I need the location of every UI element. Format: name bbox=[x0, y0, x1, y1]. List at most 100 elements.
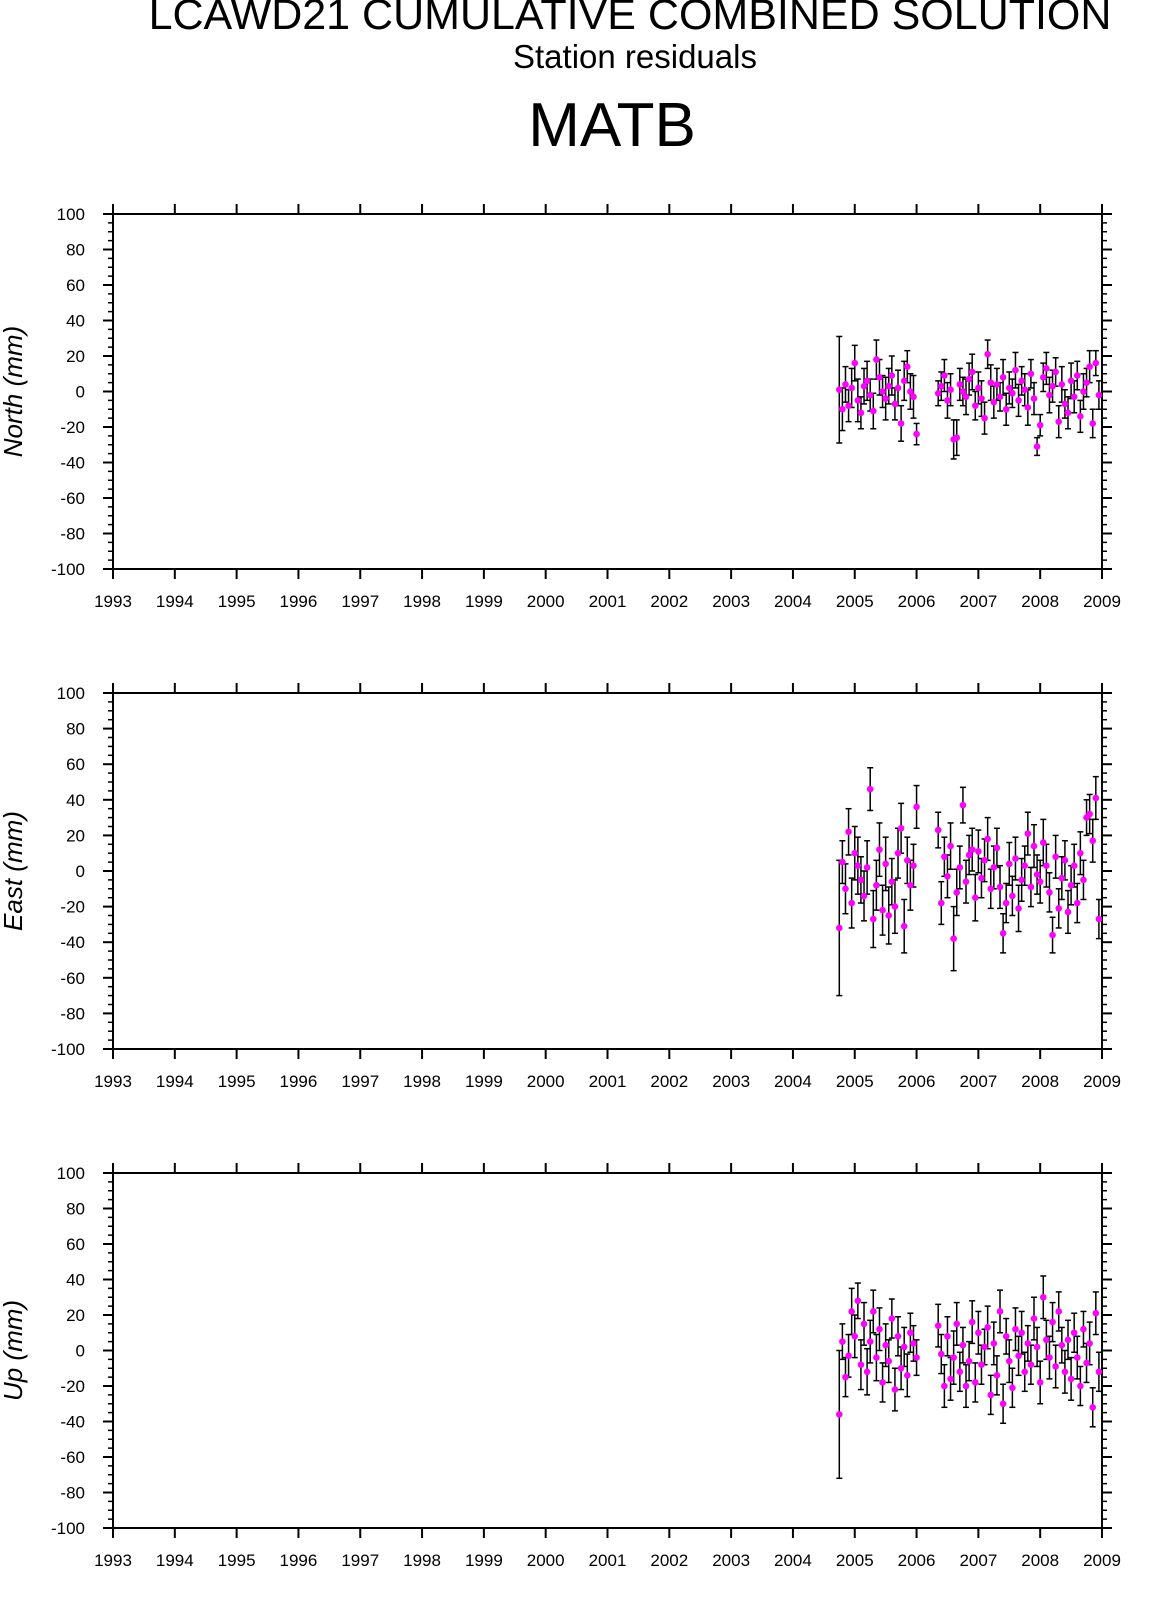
data-point bbox=[876, 374, 883, 381]
data-point bbox=[1089, 420, 1097, 427]
data-point bbox=[1073, 372, 1081, 379]
y-tick-label: 60 bbox=[66, 1235, 85, 1254]
data-point bbox=[913, 803, 920, 811]
data-point bbox=[857, 1361, 865, 1368]
data-point bbox=[1021, 862, 1029, 869]
x-tick-label: 1995 bbox=[218, 1072, 256, 1091]
data-point bbox=[1030, 842, 1038, 850]
x-tick-label: 2005 bbox=[836, 592, 874, 611]
data-point bbox=[854, 397, 862, 404]
data-point bbox=[1089, 837, 1097, 845]
data-point bbox=[1046, 391, 1053, 399]
data-point bbox=[1030, 1315, 1038, 1322]
data-point bbox=[1073, 1354, 1081, 1361]
data-point bbox=[1092, 359, 1100, 367]
data-point bbox=[934, 389, 942, 397]
data-point bbox=[1012, 1325, 1019, 1333]
x-tick-label: 2000 bbox=[527, 592, 565, 611]
data-point bbox=[1043, 1336, 1050, 1344]
plot-frame bbox=[112, 213, 1103, 570]
data-point bbox=[866, 785, 874, 793]
data-point bbox=[888, 372, 896, 379]
x-tick-label: 2007 bbox=[959, 1551, 997, 1570]
data-point bbox=[1002, 899, 1010, 907]
data-point bbox=[941, 853, 948, 861]
y-tick-label: -60 bbox=[60, 969, 85, 988]
x-tick-label: 2006 bbox=[898, 1072, 936, 1091]
data-point bbox=[835, 1411, 843, 1418]
x-tick-label: 1999 bbox=[465, 1072, 503, 1091]
data-point bbox=[848, 1308, 855, 1315]
y-tick-label: -20 bbox=[60, 418, 85, 437]
data-point bbox=[1024, 404, 1032, 411]
data-point bbox=[971, 1379, 979, 1386]
x-tick-label: 1997 bbox=[341, 592, 379, 611]
data-point bbox=[907, 388, 914, 395]
data-point bbox=[1086, 1340, 1093, 1347]
data-point bbox=[1036, 1379, 1044, 1386]
x-tick-label: 1993 bbox=[94, 1072, 132, 1091]
data-point bbox=[981, 414, 988, 422]
data-point bbox=[996, 1308, 1004, 1315]
data-point bbox=[959, 1341, 967, 1349]
x-tick-label: 2004 bbox=[774, 1072, 812, 1091]
data-point bbox=[1080, 388, 1087, 395]
data-point bbox=[999, 374, 1007, 381]
data-point bbox=[1061, 400, 1069, 408]
data-point bbox=[907, 881, 914, 889]
data-point bbox=[891, 400, 899, 408]
data-point bbox=[1052, 368, 1059, 376]
y-tick-label: -100 bbox=[51, 1519, 85, 1538]
data-point bbox=[1018, 1329, 1025, 1337]
y-tick-label: -40 bbox=[60, 454, 85, 473]
data-point bbox=[987, 379, 995, 386]
data-point bbox=[1086, 810, 1093, 818]
data-point bbox=[1080, 876, 1087, 884]
data-point bbox=[965, 1357, 973, 1365]
x-tick-label: 2008 bbox=[1021, 1551, 1059, 1570]
data-point bbox=[888, 878, 896, 885]
data-point bbox=[863, 1368, 871, 1376]
data-point bbox=[1092, 794, 1100, 802]
x-tick-label: 2004 bbox=[774, 1551, 812, 1570]
data-point bbox=[984, 835, 991, 843]
x-tick-label: 1996 bbox=[280, 592, 318, 611]
data-point bbox=[1009, 892, 1016, 900]
data-point bbox=[1086, 363, 1093, 370]
y-tick-label: 0 bbox=[76, 383, 85, 402]
y-tick-label: 100 bbox=[57, 684, 85, 703]
data-point bbox=[907, 1329, 914, 1337]
data-point bbox=[962, 1382, 970, 1390]
y-axis-label: North (mm) bbox=[0, 326, 28, 457]
data-point bbox=[1027, 883, 1035, 891]
data-point bbox=[947, 842, 954, 850]
data-point bbox=[1027, 370, 1035, 378]
data-point bbox=[1039, 839, 1047, 846]
data-point bbox=[959, 388, 967, 395]
data-point bbox=[842, 885, 849, 893]
data-point bbox=[894, 1333, 902, 1340]
data-point bbox=[999, 1400, 1007, 1408]
x-tick-label: 2009 bbox=[1083, 592, 1121, 611]
data-point bbox=[968, 368, 976, 376]
x-tick-label: 1996 bbox=[280, 1072, 318, 1091]
data-point bbox=[1012, 366, 1019, 374]
data-point bbox=[1052, 1363, 1059, 1370]
data-point bbox=[845, 402, 852, 410]
data-point bbox=[879, 1379, 886, 1386]
data-point bbox=[903, 857, 911, 864]
data-point bbox=[993, 1372, 1001, 1379]
data-point bbox=[937, 899, 945, 907]
data-point bbox=[953, 1320, 961, 1328]
data-point bbox=[894, 384, 902, 392]
data-point bbox=[1043, 862, 1050, 869]
data-point bbox=[956, 381, 964, 388]
data-point bbox=[1095, 1368, 1103, 1376]
data-point bbox=[860, 1320, 868, 1328]
data-point bbox=[854, 862, 862, 869]
data-point bbox=[891, 903, 899, 910]
data-point bbox=[1089, 1404, 1097, 1411]
data-point bbox=[1049, 1318, 1056, 1326]
data-point bbox=[1030, 395, 1038, 402]
data-point bbox=[866, 1338, 874, 1345]
